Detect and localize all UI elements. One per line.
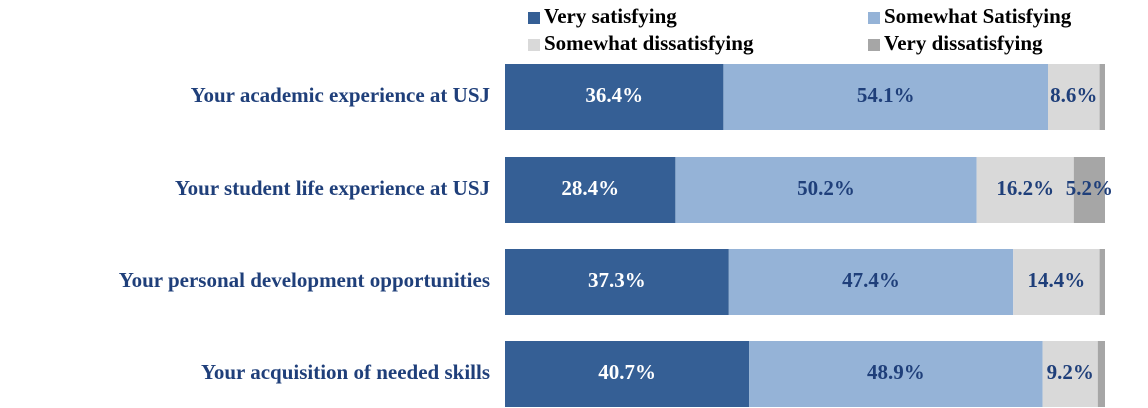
bar-segment [675, 157, 977, 223]
legend-swatch [868, 39, 880, 51]
data-label: 28.4% [561, 176, 619, 200]
data-label: 37.3% [588, 268, 646, 292]
data-label: 9.2% [1047, 360, 1094, 384]
bar-segment [1097, 341, 1105, 407]
legend-label: Very dissatisfying [884, 31, 1043, 55]
bar-segment [723, 64, 1048, 130]
bar-segment [1048, 64, 1100, 130]
bar-segment [1073, 157, 1105, 223]
bar-segment [976, 157, 1074, 223]
bar-segment [505, 64, 724, 130]
bar-segment [749, 341, 1043, 407]
bar-segment [1099, 249, 1105, 315]
data-label: 40.7% [598, 360, 656, 384]
bar-segment [1042, 341, 1098, 407]
data-label: 5.2% [1066, 176, 1113, 200]
bar-segment [728, 249, 1014, 315]
bar-segment [505, 157, 676, 223]
category-label: Your personal development opportunities [119, 268, 490, 292]
category-label: Your acquisition of needed skills [201, 360, 490, 384]
data-label: 54.1% [857, 83, 915, 107]
data-label: 8.6% [1050, 83, 1097, 107]
data-label: 36.4% [585, 83, 643, 107]
bar-segment [505, 249, 729, 315]
data-label: 16.2% [996, 176, 1054, 200]
legend-swatch [868, 12, 880, 24]
data-label: 50.2% [797, 176, 855, 200]
legend-swatch [528, 39, 540, 51]
data-label: 47.4% [842, 268, 900, 292]
category-label: Your academic experience at USJ [191, 83, 490, 107]
category-label: Your student life experience at USJ [175, 176, 490, 200]
legend-label: Very satisfying [544, 4, 677, 28]
legend-label: Somewhat dissatisfying [544, 31, 754, 55]
data-label: 48.9% [867, 360, 925, 384]
data-label: 14.4% [1028, 268, 1086, 292]
bar-segment [505, 341, 750, 407]
legend-swatch [528, 12, 540, 24]
legend-label: Somewhat Satisfying [884, 4, 1072, 28]
bar-segment [1013, 249, 1100, 315]
bar-segment [1099, 64, 1105, 130]
